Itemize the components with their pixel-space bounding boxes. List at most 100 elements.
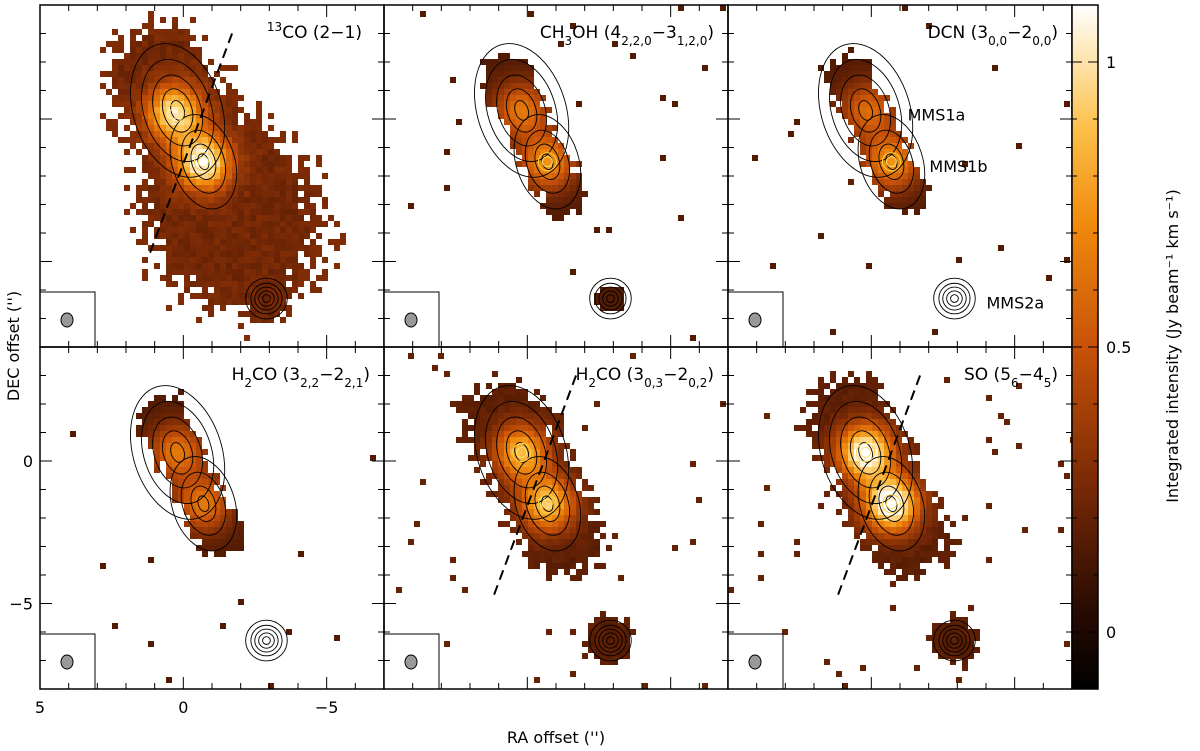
- emission-pixel: [944, 623, 950, 629]
- emission-pixel: [214, 149, 220, 155]
- emission-pixel: [534, 527, 540, 533]
- emission-pixel: [522, 467, 528, 473]
- emission-pixel: [256, 305, 262, 311]
- emission-pixel: [902, 527, 908, 533]
- emission-pixel: [552, 485, 558, 491]
- emission-pixel: [612, 299, 618, 305]
- emission-pixel: [570, 161, 576, 167]
- emission-pixel: [154, 467, 160, 473]
- emission-pixel: [250, 269, 256, 275]
- emission-pixel: [238, 287, 244, 293]
- emission-pixel: [606, 647, 612, 653]
- emission-pixel: [184, 497, 190, 503]
- emission-pixel: [890, 527, 896, 533]
- emission-pixel: [160, 419, 166, 425]
- emission-pixel: [202, 515, 208, 521]
- emission-pixel: [866, 377, 872, 383]
- emission-pixel: [528, 467, 534, 473]
- emission-pixel: [546, 527, 552, 533]
- emission-pixel: [118, 71, 124, 77]
- emission-pixel: [896, 497, 902, 503]
- emission-pixel: [196, 209, 202, 215]
- emission-pixel: [106, 41, 112, 47]
- emission-pixel: [860, 497, 866, 503]
- emission-pixel: [908, 569, 914, 575]
- emission-pixel: [328, 239, 334, 245]
- emission-pixel: [136, 47, 142, 53]
- emission-pixel: [190, 233, 196, 239]
- emission-pixel: [498, 389, 504, 395]
- emission-pixel: [280, 233, 286, 239]
- emission-pixel: [534, 95, 540, 101]
- emission-pixel: [316, 245, 322, 251]
- emission-pixel: [142, 179, 148, 185]
- emission-pixel: [274, 257, 280, 263]
- emission-pixel: [884, 461, 890, 467]
- emission-pixel: [570, 503, 576, 509]
- emission-pixel: [232, 161, 238, 167]
- emission-pixel: [274, 221, 280, 227]
- emission-pixel: [160, 65, 166, 71]
- emission-pixel: [848, 467, 854, 473]
- emission-pixel: [172, 53, 178, 59]
- emission-pixel: [256, 149, 262, 155]
- emission-pixel: [280, 191, 286, 197]
- emission-pixel: [830, 413, 836, 419]
- emission-pixel: [824, 491, 830, 497]
- emission-pixel: [558, 425, 564, 431]
- emission-pixel: [196, 251, 202, 257]
- emission-pixel: [510, 527, 516, 533]
- emission-pixel: [492, 71, 498, 77]
- emission-pixel: [510, 77, 516, 83]
- emission-pixel: [250, 245, 256, 251]
- emission-pixel: [214, 251, 220, 257]
- emission-pixel: [238, 197, 244, 203]
- emission-pixel: [860, 143, 866, 149]
- emission-pixel: [190, 509, 196, 515]
- emission-pixel: [226, 119, 232, 125]
- emission-pixel: [148, 215, 154, 221]
- emission-pixel: [510, 479, 516, 485]
- emission-pixel: [214, 131, 220, 137]
- emission-pixel: [546, 545, 552, 551]
- emission-pixel: [268, 317, 274, 323]
- emission-pixel: [154, 209, 160, 215]
- emission-pixel: [262, 251, 268, 257]
- emission-pixel: [202, 113, 208, 119]
- emission-pixel: [166, 239, 172, 245]
- emission-pixel: [890, 491, 896, 497]
- emission-pixel: [232, 191, 238, 197]
- emission-pixel: [244, 173, 250, 179]
- emission-pixel: [160, 53, 166, 59]
- emission-pixel: [160, 77, 166, 83]
- emission-pixel: [516, 443, 522, 449]
- emission-pixel: [498, 425, 504, 431]
- emission-pixel: [256, 143, 262, 149]
- emission-pixel: [854, 503, 860, 509]
- emission-pixel: [166, 113, 172, 119]
- emission-pixel: [866, 83, 872, 89]
- emission-pixel: [486, 59, 492, 65]
- emission-pixel: [148, 173, 154, 179]
- emission-pixel: [842, 113, 848, 119]
- emission-pixel: [292, 197, 298, 203]
- emission-pixel: [492, 413, 498, 419]
- emission-pixel: [902, 575, 908, 581]
- emission-pixel: [818, 233, 824, 239]
- emission-pixel: [184, 425, 190, 431]
- emission-pixel: [136, 29, 142, 35]
- emission-pixel: [860, 149, 866, 155]
- emission-pixel: [540, 407, 546, 413]
- emission-pixel: [848, 497, 854, 503]
- emission-pixel: [196, 77, 202, 83]
- emission-pixel: [546, 473, 552, 479]
- emission-pixel: [166, 101, 172, 107]
- emission-pixel: [854, 413, 860, 419]
- emission-pixel: [854, 419, 860, 425]
- emission-pixel: [848, 401, 854, 407]
- emission-pixel: [256, 251, 262, 257]
- emission-pixel: [184, 197, 190, 203]
- emission-pixel: [148, 413, 154, 419]
- emission-pixel: [854, 107, 860, 113]
- emission-pixel: [172, 23, 178, 29]
